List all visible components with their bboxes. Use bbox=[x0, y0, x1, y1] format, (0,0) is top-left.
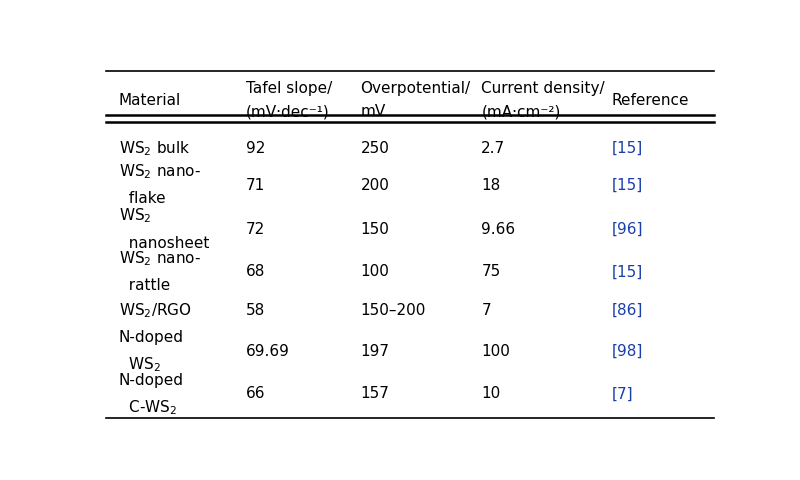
Text: $\mathregular{WS_2}$ bulk: $\mathregular{WS_2}$ bulk bbox=[118, 139, 190, 157]
Text: 58: 58 bbox=[246, 303, 265, 318]
Text: $\mathregular{WS_2}$: $\mathregular{WS_2}$ bbox=[118, 356, 161, 374]
Text: $\mathregular{WS_2}$/RGO: $\mathregular{WS_2}$/RGO bbox=[118, 301, 191, 320]
Text: 71: 71 bbox=[246, 178, 265, 192]
Text: Reference: Reference bbox=[611, 93, 689, 108]
Text: 100: 100 bbox=[482, 344, 510, 359]
Text: 92: 92 bbox=[246, 141, 265, 156]
Text: 72: 72 bbox=[246, 222, 265, 237]
Text: [98]: [98] bbox=[611, 344, 643, 359]
Text: 10: 10 bbox=[482, 386, 501, 401]
Text: Overpotential/: Overpotential/ bbox=[360, 81, 470, 96]
Text: 150–200: 150–200 bbox=[360, 303, 426, 318]
Text: [15]: [15] bbox=[611, 264, 642, 279]
Text: 75: 75 bbox=[482, 264, 501, 279]
Text: N-doped: N-doped bbox=[118, 330, 184, 345]
Text: [96]: [96] bbox=[611, 222, 643, 237]
Text: (mA·cm⁻²): (mA·cm⁻²) bbox=[482, 105, 561, 120]
Text: Current density/: Current density/ bbox=[482, 81, 605, 96]
Text: rattle: rattle bbox=[118, 278, 170, 293]
Text: 9.66: 9.66 bbox=[482, 222, 515, 237]
Text: C-$\mathregular{WS_2}$: C-$\mathregular{WS_2}$ bbox=[118, 398, 177, 417]
Text: 18: 18 bbox=[482, 178, 501, 192]
Text: 250: 250 bbox=[360, 141, 390, 156]
Text: nanosheet: nanosheet bbox=[118, 236, 209, 251]
Text: [86]: [86] bbox=[611, 303, 643, 318]
Text: 150: 150 bbox=[360, 222, 390, 237]
Text: N-doped: N-doped bbox=[118, 373, 184, 388]
Text: [7]: [7] bbox=[611, 386, 633, 401]
Text: $\mathregular{WS_2}$ nano-: $\mathregular{WS_2}$ nano- bbox=[118, 162, 200, 181]
Text: 69.69: 69.69 bbox=[246, 344, 290, 359]
Text: 197: 197 bbox=[360, 344, 390, 359]
Text: $\mathregular{WS_2}$ nano-: $\mathregular{WS_2}$ nano- bbox=[118, 249, 200, 268]
Text: [15]: [15] bbox=[611, 141, 642, 156]
Text: 200: 200 bbox=[360, 178, 390, 192]
Text: 100: 100 bbox=[360, 264, 390, 279]
Text: 68: 68 bbox=[246, 264, 265, 279]
Text: $\mathregular{WS_2}$: $\mathregular{WS_2}$ bbox=[118, 206, 151, 225]
Text: Material: Material bbox=[118, 93, 181, 108]
Text: flake: flake bbox=[118, 192, 166, 206]
Text: 7: 7 bbox=[482, 303, 491, 318]
Text: 66: 66 bbox=[246, 386, 266, 401]
Text: 2.7: 2.7 bbox=[482, 141, 506, 156]
Text: mV: mV bbox=[360, 105, 386, 120]
Text: (mV·dec⁻¹): (mV·dec⁻¹) bbox=[246, 105, 330, 120]
Text: [15]: [15] bbox=[611, 178, 642, 192]
Text: 157: 157 bbox=[360, 386, 390, 401]
Text: Tafel slope/: Tafel slope/ bbox=[246, 81, 332, 96]
